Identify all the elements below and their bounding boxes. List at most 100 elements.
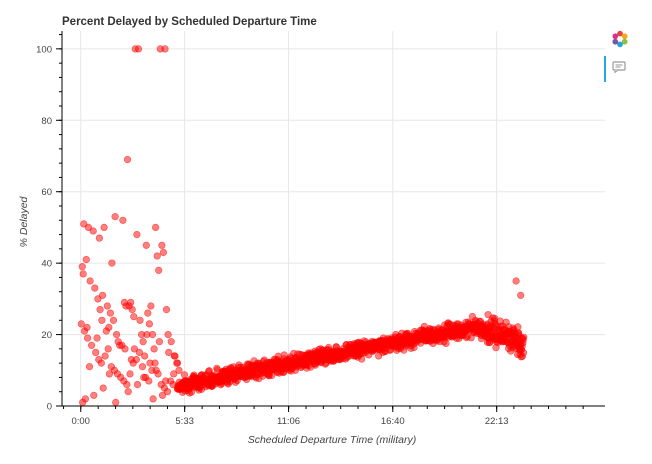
data-point	[102, 327, 110, 335]
data-point	[130, 345, 138, 353]
data-point	[85, 363, 94, 371]
y-tick-label: 100	[36, 44, 52, 55]
data-point	[145, 377, 153, 385]
data-point	[100, 223, 108, 231]
data-point	[158, 241, 166, 249]
data-point	[138, 363, 147, 371]
data-point	[159, 248, 167, 256]
data-point	[123, 381, 131, 389]
data-point	[134, 45, 143, 53]
data-point	[112, 331, 121, 339]
x-tick-label: 5:33	[175, 416, 194, 427]
data-point	[165, 348, 173, 357]
y-tick-label: 60	[41, 187, 52, 198]
x-axis-label: Scheduled Departure Time (military)	[248, 434, 417, 446]
data-point	[142, 241, 150, 249]
axes	[61, 31, 605, 407]
data-point	[83, 334, 92, 342]
x-tick-label: 0:00	[71, 416, 90, 427]
data-point	[171, 352, 179, 360]
data-point	[104, 345, 112, 353]
data-point	[123, 156, 132, 164]
data-point	[140, 373, 148, 382]
x-tick-label: 22:13	[485, 416, 509, 427]
data-point	[144, 309, 152, 317]
data-point	[99, 384, 107, 392]
data-point	[164, 331, 172, 339]
data-point	[89, 227, 97, 235]
data-point	[143, 331, 151, 339]
y-tick-label: 20	[41, 330, 52, 341]
data-point	[149, 395, 157, 403]
data-point	[145, 320, 153, 328]
data-point	[517, 291, 525, 299]
data-point	[112, 398, 120, 407]
data-point	[92, 348, 100, 357]
data-point	[77, 320, 85, 328]
y-tick-label: 0	[47, 402, 52, 413]
data-point	[162, 306, 171, 314]
data-point	[108, 259, 116, 267]
data-point	[91, 284, 99, 292]
data-point	[175, 366, 183, 374]
data-point	[83, 323, 91, 332]
data-point	[127, 356, 135, 364]
y-axis-ticks: 0 20 40 60 80 100	[36, 34, 62, 413]
data-point	[520, 333, 528, 341]
data-point	[98, 291, 107, 299]
hover-tool-icon[interactable]	[612, 61, 626, 73]
data-point	[79, 270, 87, 278]
data-point	[146, 359, 154, 367]
y-tick-label: 80	[41, 116, 52, 127]
y-tick-label: 40	[41, 259, 52, 270]
data-point	[158, 391, 167, 399]
data-point	[127, 298, 135, 307]
data-point	[97, 359, 105, 367]
data-point	[135, 348, 143, 357]
data-point	[93, 334, 101, 342]
data-point	[139, 338, 147, 346]
data-point	[84, 223, 93, 231]
data-point	[78, 398, 87, 407]
data-point	[153, 252, 161, 260]
data-point	[121, 345, 129, 353]
data-point	[170, 370, 178, 378]
bokeh-logo-icon[interactable]	[611, 30, 629, 48]
data-point	[133, 231, 141, 239]
chart-toolbar	[603, 28, 633, 88]
data-point	[180, 371, 189, 379]
data-point	[512, 277, 520, 285]
x-tick-label: 11:06	[277, 416, 300, 427]
data-point	[155, 338, 163, 346]
data-point	[87, 341, 96, 349]
active-tool-indicator	[604, 56, 606, 82]
data-point	[78, 263, 86, 271]
data-point	[105, 370, 113, 378]
data-point	[514, 323, 522, 331]
data-point	[161, 45, 169, 53]
y-axis-label: % Delayed	[18, 195, 30, 247]
data-point	[141, 352, 149, 360]
x-tick-label: 16:40	[381, 416, 405, 427]
data-point	[103, 302, 111, 310]
data-point	[163, 388, 172, 396]
data-point	[150, 345, 158, 353]
data-point	[152, 366, 160, 374]
data-point	[106, 309, 114, 317]
data-point	[82, 256, 90, 264]
data-point	[162, 377, 170, 385]
data-point	[358, 355, 366, 363]
data-point	[95, 234, 103, 242]
data-point	[86, 277, 94, 285]
data-point	[111, 213, 119, 221]
data-point	[519, 349, 528, 357]
data-point	[155, 266, 163, 274]
data-point	[130, 313, 138, 321]
chart-title: Percent Delayed by Scheduled Departure T…	[62, 16, 317, 28]
data-point	[167, 338, 175, 346]
data-point	[126, 370, 134, 378]
x-axis-ticks: 0:00 5:33 11:06 16:40 22:13	[63, 406, 584, 427]
data-point	[90, 391, 98, 399]
scatter-points	[77, 45, 528, 407]
